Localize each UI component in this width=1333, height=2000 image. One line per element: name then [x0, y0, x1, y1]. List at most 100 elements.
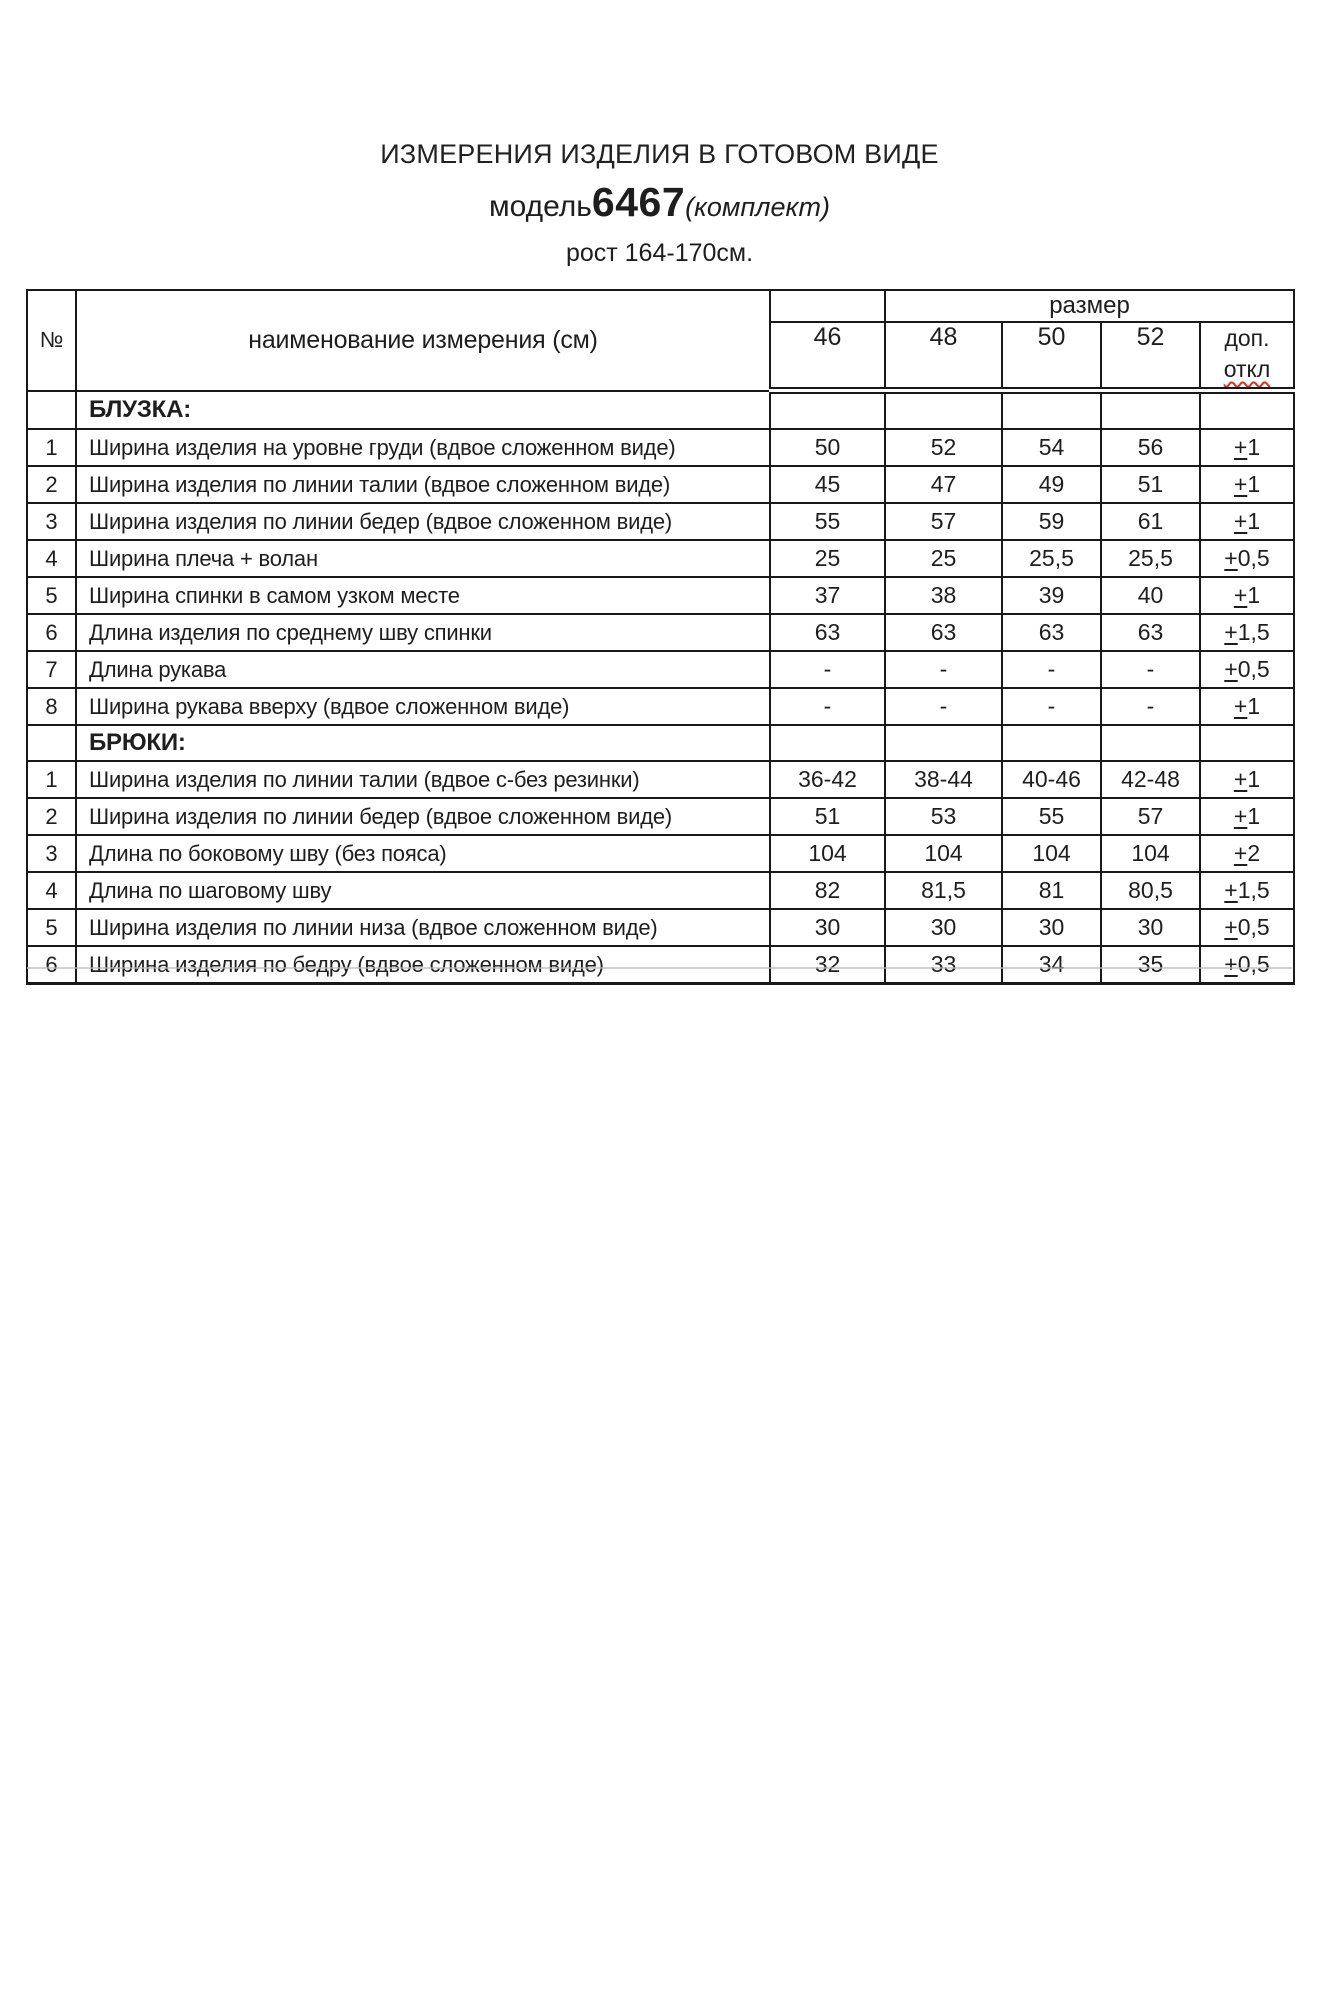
measurement-row: 2 Ширина изделия по линии талии (вдвое сл…	[26, 465, 1295, 504]
plus-minus-sign: +	[1233, 803, 1248, 829]
tolerance-cell: +1,5	[1199, 871, 1295, 910]
tolerance-cell: +0,5	[1199, 945, 1295, 985]
row-number-cell: 6	[26, 945, 77, 985]
measurement-row: 3 Длина по боковому шву (без пояса) 104 104…	[26, 834, 1295, 873]
plus-minus-sign: +	[1224, 877, 1238, 903]
size-value-cell: 61	[1100, 502, 1201, 541]
model-label: модель	[488, 190, 592, 223]
size-value-cell: 52	[884, 428, 1003, 467]
size-value-cell: 40-46	[1001, 760, 1102, 799]
row-number-cell	[26, 389, 77, 430]
tolerance-value: 1	[1247, 508, 1261, 534]
tolerance-cell: +1	[1199, 797, 1295, 836]
size-value-cell: 104	[1001, 834, 1102, 873]
measurement-name-cell: Ширина изделия по линии талии (вдвое сло…	[75, 465, 771, 504]
measurement-name-cell: Ширина рукава вверху (вдвое сложенном ви…	[75, 687, 771, 726]
size-value-cell: 50	[769, 428, 886, 467]
size-value-cell: 36-42	[769, 760, 886, 799]
height-range-line: рост 164-170см.	[565, 239, 754, 267]
row-number-cell: 5	[26, 908, 77, 947]
size-value-cell: 57	[884, 502, 1003, 541]
row-number-cell: 6	[26, 613, 77, 652]
size-value-cell: 30	[1100, 908, 1201, 947]
measurement-name-cell: Ширина изделия по линии бедер (вдвое сло…	[75, 502, 771, 541]
measurement-name-cell: Ширина изделия по бедру (вдвое сложенном…	[75, 945, 771, 985]
tolerance-cell: +1	[1199, 687, 1295, 726]
size-value-cell: 34	[1001, 945, 1102, 985]
empty-value-cell	[1001, 389, 1102, 430]
tolerance-cell: +1	[1199, 576, 1295, 615]
row-number-cell: 4	[26, 539, 77, 578]
plus-minus-sign: +	[1233, 434, 1248, 460]
tolerance-value: 2	[1247, 840, 1261, 866]
size-value-cell: 38-44	[884, 760, 1003, 799]
size-value-cell: -	[884, 687, 1003, 726]
tolerance-value: 1	[1247, 693, 1261, 719]
model-kit-note: (комплект)	[685, 192, 831, 222]
measurement-name-cell: Ширина спинки в самом узком месте	[75, 576, 771, 615]
plus-minus-sign: +	[1224, 656, 1238, 682]
measurement-row: 6 Ширина изделия по бедру (вдвое сложенно…	[26, 945, 1295, 985]
tolerance-value: 0,5	[1237, 545, 1270, 571]
measurement-name-cell: Ширина плеча + волан	[75, 539, 771, 578]
size-value-cell: 51	[1100, 465, 1201, 504]
row-number-cell: 4	[26, 871, 77, 910]
size-value-cell: 32	[769, 945, 886, 985]
size-value-cell: 45	[769, 465, 886, 504]
plus-minus-sign: +	[1224, 545, 1238, 571]
row-number-cell: 7	[26, 650, 77, 689]
tolerance-value: 0,5	[1237, 951, 1270, 977]
measurement-row: 5 Ширина изделия по линии низа (вдвое сло…	[26, 908, 1295, 947]
size-value-cell: 59	[1001, 502, 1102, 541]
size-value-cell: 55	[769, 502, 886, 541]
empty-value-cell	[769, 724, 886, 762]
size-value-cell: -	[1100, 687, 1201, 726]
plus-minus-sign: +	[1233, 471, 1248, 497]
col-header-size-52: 52	[1100, 321, 1201, 394]
row-number-cell: 8	[26, 687, 77, 726]
measurement-row: 4 Ширина плеча + волан 25 25 25,5 25,5 +0,5	[26, 539, 1295, 578]
tolerance-value: 0,5	[1237, 656, 1270, 682]
size-value-cell: -	[1001, 650, 1102, 689]
plus-minus-sign: +	[1224, 619, 1238, 645]
size-value-cell: -	[884, 650, 1003, 689]
measurement-row: 1 Ширина изделия на уровне груди (вдвое с…	[26, 428, 1295, 467]
size-value-cell: 63	[1001, 613, 1102, 652]
measurement-row: 5 Ширина спинки в самом узком месте 37 38 39…	[26, 576, 1295, 615]
tolerance-value: 1,5	[1237, 877, 1270, 903]
empty-value-cell	[884, 389, 1003, 430]
size-value-cell: 35	[1100, 945, 1201, 985]
tolerance-value: 0,5	[1237, 914, 1270, 940]
size-value-cell: 54	[1001, 428, 1102, 467]
model-line: модель6467(комплект)	[26, 178, 1293, 236]
measurement-name-cell: Ширина изделия по линии талии (вдвое с-б…	[75, 760, 771, 799]
measurement-name-cell: Ширина изделия по линии бедер (вдвое сло…	[75, 797, 771, 836]
size-value-cell: 81	[1001, 871, 1102, 910]
tolerance-cell: +1	[1199, 502, 1295, 541]
size-value-cell: 56	[1100, 428, 1201, 467]
size-value-cell: 53	[884, 797, 1003, 836]
measurement-row: 3 Ширина изделия по линии бедер (вдвое сл…	[26, 502, 1295, 541]
measurement-row: 1 Ширина изделия по линии талии (вдвое с-…	[26, 760, 1295, 799]
size-value-cell: 104	[769, 834, 886, 873]
empty-value-cell	[1199, 724, 1295, 762]
title-block: ИЗМЕРЕНИЯ ИЗДЕЛИЯ В ГОТОВОМ ВИДЕ модель6…	[26, 138, 1293, 268]
size-value-cell: 63	[1100, 613, 1201, 652]
tolerance-value: 1	[1247, 766, 1261, 792]
measurement-row: 6 Длина изделия по среднему шву спинки 63 6…	[26, 613, 1295, 652]
measurement-row: 2 Ширина изделия по линии бедер (вдвое сл…	[26, 797, 1295, 836]
tolerance-header-line1: доп.	[1224, 325, 1270, 351]
plus-minus-sign: +	[1233, 693, 1248, 719]
empty-value-cell	[884, 724, 1003, 762]
plus-minus-sign: +	[1233, 508, 1248, 534]
tolerance-value: 1	[1247, 582, 1261, 608]
size-value-cell: 30	[769, 908, 886, 947]
empty-value-cell	[1001, 724, 1102, 762]
row-number-cell: 5	[26, 576, 77, 615]
size-value-cell: 25	[884, 539, 1003, 578]
empty-value-cell	[1100, 724, 1201, 762]
col-header-tolerance: доп. откл	[1199, 321, 1295, 394]
tolerance-cell: +2	[1199, 834, 1295, 873]
size-value-cell: -	[769, 687, 886, 726]
measurements-table: № наименование измерения (см) размер 46 …	[26, 289, 1295, 985]
